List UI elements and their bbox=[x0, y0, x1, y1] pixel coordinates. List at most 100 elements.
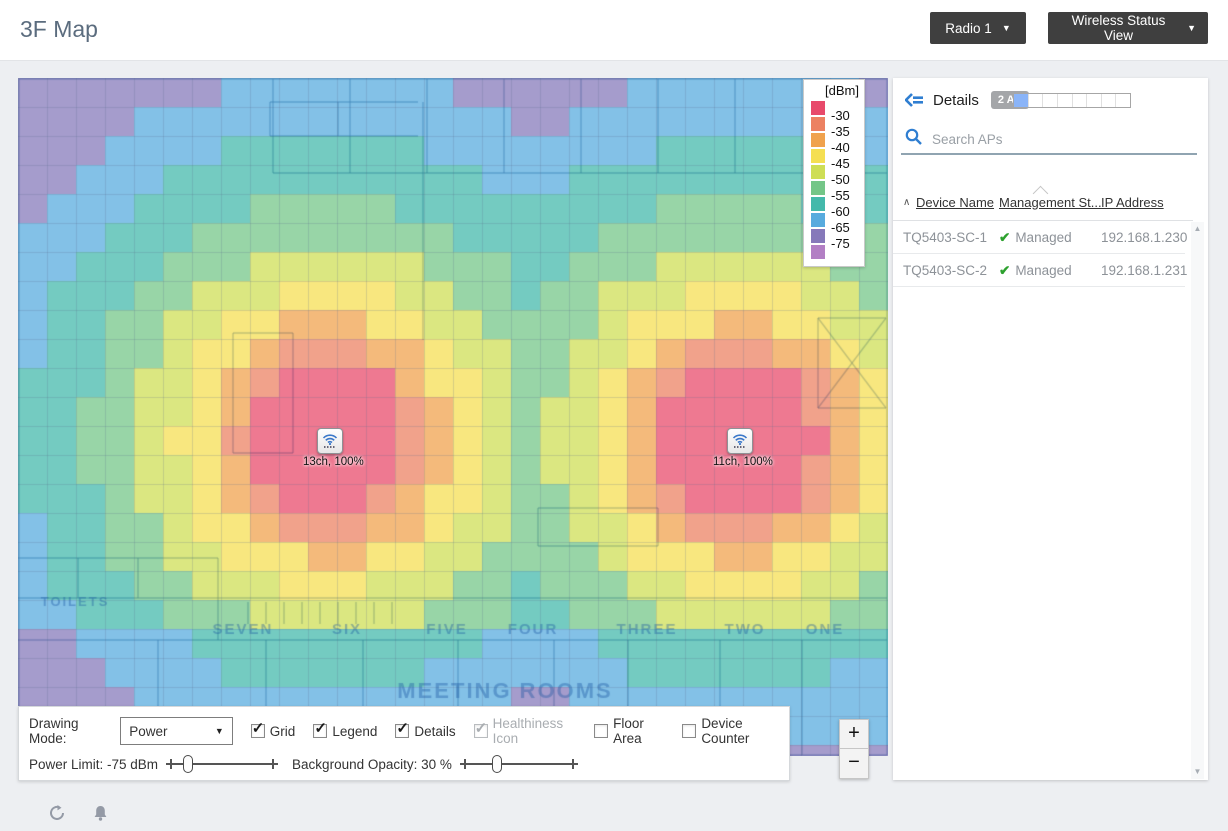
background-opacity-slider[interactable] bbox=[459, 754, 578, 774]
checkbox-floor-area[interactable]: Floor Area bbox=[594, 716, 664, 746]
legend-swatch bbox=[811, 117, 825, 131]
access-point-icon[interactable] bbox=[317, 428, 343, 454]
legend-swatch bbox=[811, 181, 825, 195]
legend-swatch bbox=[811, 101, 825, 115]
power-limit-label: Power Limit: -75 dBm bbox=[29, 756, 159, 772]
drawing-mode-label: Drawing Mode: bbox=[29, 716, 79, 746]
scroll-up-icon[interactable]: ▲ bbox=[1193, 224, 1202, 233]
legend-swatch bbox=[811, 229, 825, 243]
scroll-down-icon[interactable]: ▼ bbox=[1193, 767, 1202, 776]
legend-title: [dBm] bbox=[825, 83, 859, 98]
view-select-button[interactable]: Wireless Status View ▼ bbox=[1048, 12, 1208, 44]
zoom-in-button[interactable]: + bbox=[839, 719, 869, 749]
checkbox-label: Legend bbox=[332, 723, 378, 739]
check-icon: ✓ bbox=[474, 720, 488, 737]
capacity-segment bbox=[1087, 94, 1102, 107]
radio-select-button[interactable]: Radio 1 ▼ bbox=[930, 12, 1026, 44]
checkbox-box[interactable]: ✓ bbox=[313, 720, 328, 738]
panel-scrollbar[interactable]: ▲ ▼ bbox=[1191, 222, 1204, 779]
footer-toolbar bbox=[48, 804, 109, 822]
heatmap-canvas[interactable] bbox=[18, 78, 888, 756]
legend-entry: -35 bbox=[811, 116, 859, 139]
legend-swatch bbox=[811, 213, 825, 227]
column-management-status[interactable]: Management St... bbox=[999, 195, 1102, 210]
legend-label: -50 bbox=[831, 172, 850, 187]
background-opacity-slider-thumb[interactable] bbox=[491, 755, 502, 773]
legend-label: -30 bbox=[831, 108, 850, 123]
status-text: Managed bbox=[1015, 230, 1072, 245]
management-status-cell: ✔ Managed bbox=[999, 263, 1072, 279]
ap-led-dots bbox=[734, 446, 746, 448]
power-limit-slider-thumb[interactable] bbox=[183, 755, 194, 773]
checkbox-details[interactable]: ✓ Details bbox=[395, 720, 456, 739]
table-header-divider bbox=[893, 220, 1193, 221]
ap-table-row[interactable]: TQ5403-SC-1 ✔ Managed 192.168.1.230 bbox=[893, 221, 1187, 254]
legend-label: -55 bbox=[831, 188, 850, 203]
legend-label: -60 bbox=[831, 204, 850, 219]
legend-label: -40 bbox=[831, 140, 850, 155]
sort-asc-icon: ∧ bbox=[903, 197, 911, 208]
legend-entry: -40 bbox=[811, 132, 859, 155]
notifications-bell-icon[interactable] bbox=[92, 804, 109, 822]
floor-map: 13ch, 100% 11ch, 100% bbox=[18, 78, 888, 756]
checkbox-device-counter[interactable]: Device Counter bbox=[682, 716, 779, 746]
checkbox-label: Grid bbox=[269, 723, 296, 739]
capacity-segment bbox=[1043, 94, 1058, 107]
checkbox-label: Healthiness Icon bbox=[492, 716, 564, 746]
chevron-down-icon: ▼ bbox=[1001, 23, 1011, 33]
checkbox-box[interactable] bbox=[682, 724, 697, 738]
drawing-mode-value: Power bbox=[129, 723, 168, 739]
checkbox-grid[interactable]: ✓ Grid bbox=[250, 720, 296, 739]
search-input[interactable] bbox=[932, 131, 1182, 147]
background-opacity-label: Background Opacity: 30 % bbox=[292, 756, 452, 772]
checkbox-label: Device Counter bbox=[701, 716, 750, 746]
search-icon bbox=[905, 128, 922, 150]
top-bar: 3F Map Radio 1 ▼ Wireless Status View ▼ bbox=[0, 0, 1228, 61]
checkbox-box[interactable] bbox=[594, 724, 609, 738]
legend-entry bbox=[811, 244, 859, 260]
access-point-icon[interactable] bbox=[727, 428, 753, 454]
managed-check-icon: ✔ bbox=[999, 263, 1011, 278]
checkbox-box[interactable]: ✓ bbox=[395, 720, 410, 738]
page-title: 3F Map bbox=[20, 16, 98, 42]
column-device-name[interactable]: Device Name bbox=[916, 195, 995, 210]
capacity-segment bbox=[1029, 94, 1044, 107]
checkbox-legend[interactable]: ✓ Legend bbox=[313, 720, 378, 739]
collapse-details-icon[interactable] bbox=[905, 93, 924, 107]
legend-swatch bbox=[811, 197, 825, 211]
capacity-segment bbox=[1102, 94, 1117, 107]
signal-legend: [dBm] -30 -35 -40 -45 -50 -55 -60 -65 -75 bbox=[803, 79, 865, 267]
device-name-cell: TQ5403-SC-2 bbox=[903, 263, 988, 278]
chevron-down-icon: ▼ bbox=[214, 726, 224, 736]
capacity-segment bbox=[1116, 94, 1130, 107]
power-limit-slider[interactable] bbox=[166, 754, 279, 774]
legend-entry: -30 bbox=[811, 100, 859, 123]
ap-marker[interactable]: 13ch, 100% bbox=[303, 428, 364, 468]
check-icon: ✓ bbox=[396, 720, 409, 737]
ap-table-row[interactable]: TQ5403-SC-2 ✔ Managed 192.168.1.231 bbox=[893, 254, 1188, 287]
capacity-bar bbox=[1013, 93, 1131, 108]
legend-entry: -55 bbox=[811, 180, 859, 203]
legend-swatch bbox=[811, 133, 825, 147]
refresh-icon[interactable] bbox=[48, 804, 66, 822]
legend-swatch bbox=[811, 149, 825, 163]
table-header: ∧ Device Name Management St... IP Addres… bbox=[893, 194, 1193, 221]
device-name-cell: TQ5403-SC-1 bbox=[903, 230, 988, 245]
checkbox-label: Floor Area bbox=[613, 716, 644, 746]
checkbox-label: Details bbox=[414, 723, 456, 739]
drawing-mode-select[interactable]: Power ▼ bbox=[120, 717, 233, 745]
ap-marker[interactable]: 11ch, 100% bbox=[713, 428, 773, 468]
details-panel: Details 2 AP ∧ Device Name Management St… bbox=[893, 78, 1208, 780]
check-icon: ✓ bbox=[251, 720, 265, 737]
legend-label: -75 bbox=[831, 236, 850, 251]
legend-label: -35 bbox=[831, 124, 850, 139]
legend-label: -45 bbox=[831, 156, 850, 171]
column-ip-address[interactable]: IP Address bbox=[1101, 195, 1164, 210]
legend-entry: -65 bbox=[811, 212, 859, 235]
capacity-segment bbox=[1073, 94, 1088, 107]
check-icon: ✓ bbox=[314, 720, 327, 737]
checkbox-box[interactable]: ✓ bbox=[250, 720, 265, 738]
legend-swatch bbox=[811, 245, 825, 259]
ip-address-cell: 192.168.1.231 bbox=[1101, 263, 1188, 278]
zoom-out-button[interactable]: − bbox=[839, 749, 869, 779]
